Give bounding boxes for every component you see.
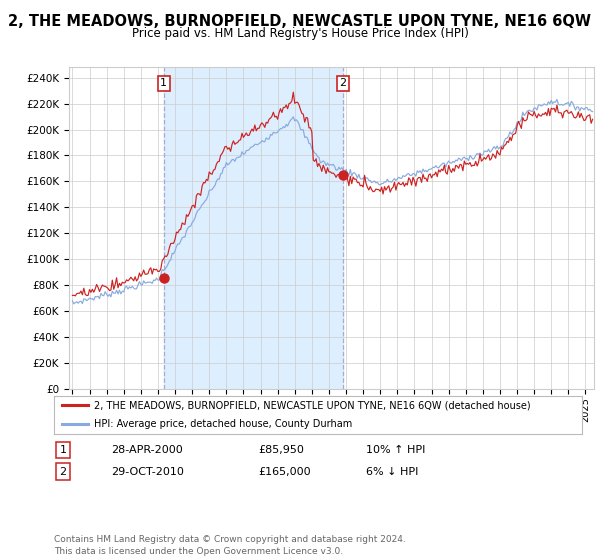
Text: 2: 2 — [59, 466, 67, 477]
Text: 29-OCT-2010: 29-OCT-2010 — [111, 466, 184, 477]
Text: 28-APR-2000: 28-APR-2000 — [111, 445, 183, 455]
Text: 2, THE MEADOWS, BURNOPFIELD, NEWCASTLE UPON TYNE, NE16 6QW (detached house): 2, THE MEADOWS, BURNOPFIELD, NEWCASTLE U… — [94, 400, 530, 410]
Text: 2: 2 — [340, 78, 347, 88]
Text: 1: 1 — [160, 78, 167, 88]
Bar — [164, 67, 343, 389]
Text: Contains HM Land Registry data © Crown copyright and database right 2024.
This d: Contains HM Land Registry data © Crown c… — [54, 535, 406, 556]
Text: 2, THE MEADOWS, BURNOPFIELD, NEWCASTLE UPON TYNE, NE16 6QW: 2, THE MEADOWS, BURNOPFIELD, NEWCASTLE U… — [8, 14, 592, 29]
Text: 1: 1 — [59, 445, 67, 455]
Text: 10% ↑ HPI: 10% ↑ HPI — [366, 445, 425, 455]
Text: 6% ↓ HPI: 6% ↓ HPI — [366, 466, 418, 477]
Text: Price paid vs. HM Land Registry's House Price Index (HPI): Price paid vs. HM Land Registry's House … — [131, 27, 469, 40]
Text: HPI: Average price, detached house, County Durham: HPI: Average price, detached house, Coun… — [94, 419, 352, 430]
Text: £85,950: £85,950 — [258, 445, 304, 455]
Text: £165,000: £165,000 — [258, 466, 311, 477]
